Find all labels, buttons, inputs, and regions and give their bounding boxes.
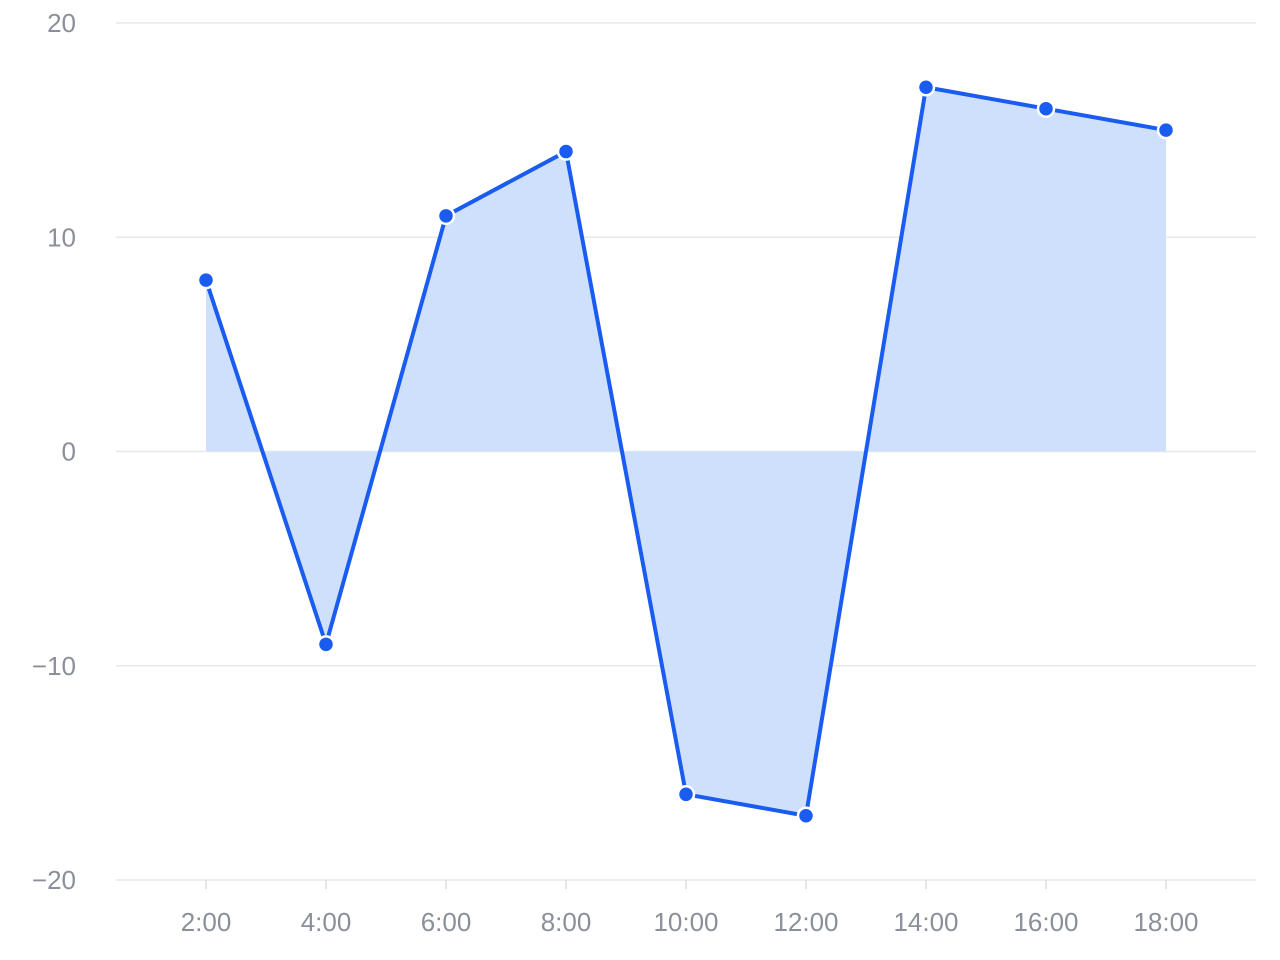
x-tick-label: 4:00	[301, 907, 352, 937]
data-point-8-00[interactable]	[558, 144, 574, 160]
data-point-16-00[interactable]	[1038, 101, 1054, 117]
x-tick-label: 10:00	[653, 907, 718, 937]
x-tick-label: 2:00	[181, 907, 232, 937]
data-point-14-00[interactable]	[918, 79, 934, 95]
data-point-2-00[interactable]	[198, 272, 214, 288]
x-tick-label: 8:00	[541, 907, 592, 937]
y-tick-label: −10	[32, 651, 76, 681]
y-tick-label: 0	[62, 437, 76, 467]
x-tick-label: 16:00	[1013, 907, 1078, 937]
x-tick-label: 18:00	[1133, 907, 1198, 937]
data-point-12-00[interactable]	[798, 808, 814, 824]
x-tick-label: 6:00	[421, 907, 472, 937]
y-tick-label: 20	[47, 8, 76, 38]
x-axis-labels: 2:00 4:00 6:00 8:00 10:00 12:00 14:00 16:00 18:0…	[181, 907, 1199, 937]
data-point-18-00[interactable]	[1158, 122, 1174, 138]
x-tick-label: 12:00	[773, 907, 838, 937]
y-axis-labels: 20 10 0 −10 −20	[32, 8, 76, 895]
y-tick-label: 10	[47, 222, 76, 252]
data-point-10-00[interactable]	[678, 786, 694, 802]
data-point-4-00[interactable]	[318, 636, 334, 652]
y-tick-label: −20	[32, 865, 76, 895]
data-point-6-00[interactable]	[438, 208, 454, 224]
x-tick-label: 14:00	[893, 907, 958, 937]
